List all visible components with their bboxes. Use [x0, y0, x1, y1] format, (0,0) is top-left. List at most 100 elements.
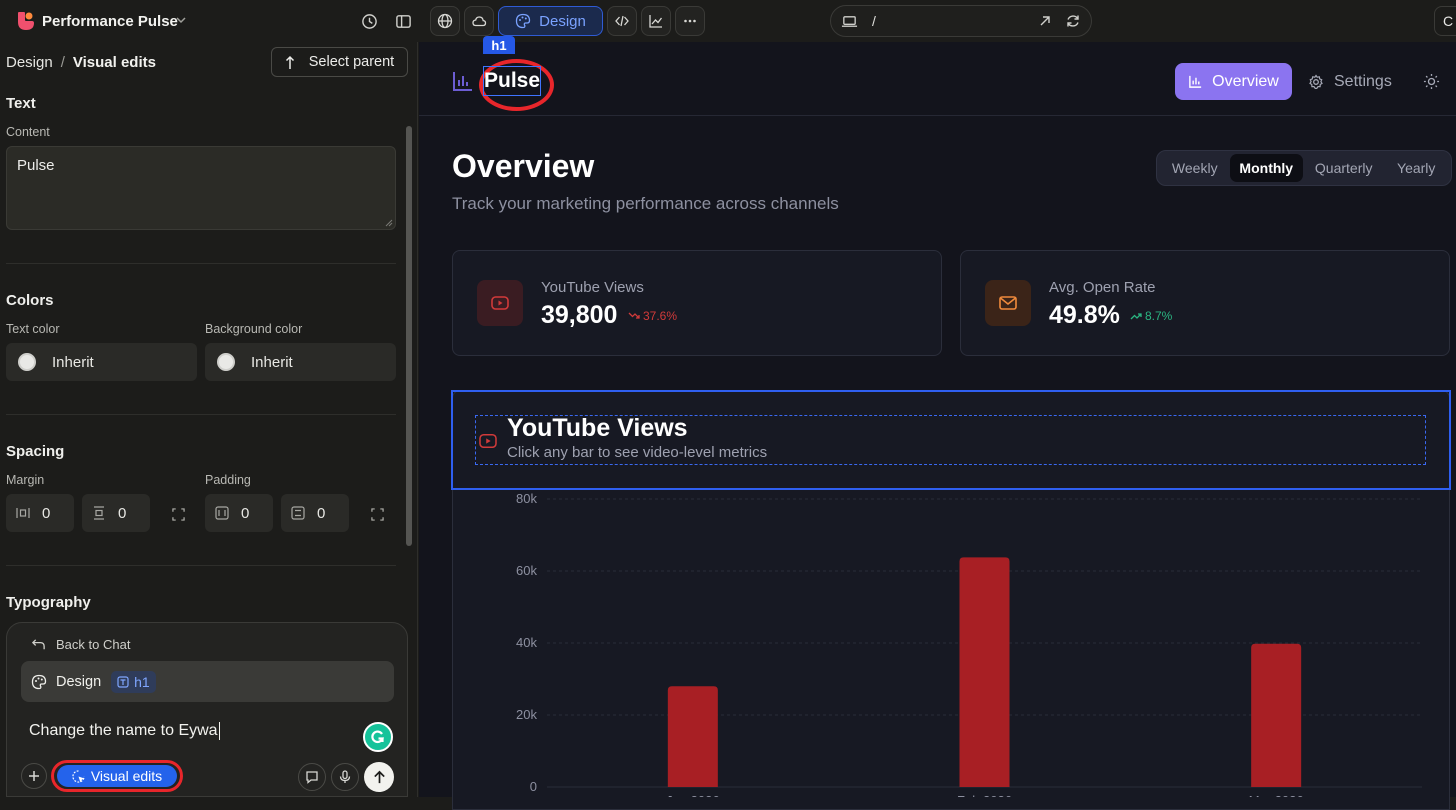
chart-title: YouTube Views: [507, 414, 688, 442]
palette-icon: [31, 674, 47, 689]
more-button[interactable]: [675, 6, 705, 36]
divider: [6, 414, 396, 415]
project-name[interactable]: Performance Pulse: [42, 12, 178, 30]
padding-vertical-input[interactable]: 0: [281, 494, 349, 532]
selected-element-tag: h1: [483, 36, 515, 54]
bar[interactable]: [667, 686, 718, 787]
breadcrumb-root[interactable]: Design: [6, 54, 53, 71]
text-color-label: Text color: [6, 322, 60, 336]
period-quarterly[interactable]: Quarterly: [1314, 160, 1373, 176]
bar[interactable]: [959, 557, 1010, 787]
margin-horizontal-value: 0: [42, 504, 51, 522]
chevron-down-icon[interactable]: [174, 13, 188, 27]
trending-up-icon: [1130, 313, 1142, 320]
sidebar-toggle-icon[interactable]: [392, 10, 414, 32]
text-color-value: Inherit: [52, 353, 94, 371]
code-button[interactable]: [607, 6, 637, 36]
palette-icon: [515, 13, 531, 29]
panel-scrollbar[interactable]: [406, 126, 412, 546]
y-tick-label: 20k: [516, 707, 537, 722]
laptop-icon[interactable]: [841, 13, 858, 30]
grammarly-icon[interactable]: [363, 722, 393, 752]
design-context-chip[interactable]: Design h1: [21, 661, 394, 702]
margin-vertical-input[interactable]: 0: [82, 494, 150, 532]
attach-button[interactable]: [21, 763, 47, 789]
background-color-label: Background color: [205, 322, 303, 336]
cloud-icon: [472, 16, 487, 27]
period-weekly[interactable]: Weekly: [1171, 160, 1218, 176]
top-bar: Performance Pulse Design /: [0, 0, 1456, 42]
url-path[interactable]: /: [872, 13, 876, 29]
padding-horizontal-icon: [215, 506, 229, 520]
padding-expand-icon[interactable]: [369, 506, 385, 522]
share-button-partial[interactable]: C: [1434, 6, 1456, 36]
message-square-icon: [306, 771, 318, 784]
text-element-icon: [117, 675, 129, 688]
stat-label: Avg. Open Rate: [1049, 279, 1156, 296]
stat-delta-value: 8.7%: [1145, 309, 1173, 323]
nav-overview-label: Overview: [1212, 72, 1279, 90]
undo-arrow-icon: [31, 639, 45, 650]
nav-overview[interactable]: Overview: [1175, 63, 1292, 100]
brand-title[interactable]: Pulse: [483, 66, 541, 96]
y-tick-label: 0: [530, 779, 537, 794]
cloud-button[interactable]: [464, 6, 494, 36]
gear-icon: [1309, 73, 1323, 89]
url-bar[interactable]: /: [830, 5, 1092, 37]
nav-settings-label: Settings: [1334, 72, 1392, 90]
globe-button[interactable]: [430, 6, 460, 36]
x-tick-label: Jan 2026: [666, 793, 720, 797]
highlight-ellipse: [479, 59, 554, 111]
select-parent-label: Select parent: [308, 54, 395, 70]
text-color-picker[interactable]: Inherit: [6, 343, 197, 381]
breadcrumb-separator: /: [60, 54, 65, 71]
padding-horizontal-input[interactable]: 0: [205, 494, 273, 532]
background-color-value: Inherit: [251, 353, 293, 371]
element-tag-label: h1: [134, 673, 150, 690]
padding-vertical-icon: [291, 506, 305, 520]
element-tag-badge: h1: [111, 670, 156, 693]
margin-label: Margin: [6, 473, 45, 487]
chart-subtitle: Click any bar to see video-level metrics: [507, 444, 768, 461]
spacing-section-title: Spacing: [6, 443, 65, 460]
analytics-button[interactable]: [641, 6, 671, 36]
chat-message-input[interactable]: Change the name to Eywa: [29, 721, 349, 741]
refresh-icon[interactable]: [1065, 13, 1081, 29]
resize-handle-icon: [385, 219, 393, 227]
page-title: Overview: [452, 148, 595, 184]
mail-icon: [985, 280, 1031, 326]
open-external-icon[interactable]: [1037, 13, 1053, 29]
period-yearly[interactable]: Yearly: [1397, 160, 1436, 176]
history-icon[interactable]: [358, 10, 380, 32]
microphone-icon: [339, 770, 351, 783]
nav-settings[interactable]: Settings: [1308, 63, 1403, 100]
select-parent-button[interactable]: Select parent: [271, 47, 408, 77]
visual-edits-button[interactable]: Visual edits: [57, 765, 177, 787]
back-to-chat-link[interactable]: Back to Chat: [31, 637, 130, 652]
margin-horizontal-input[interactable]: 0: [6, 494, 74, 532]
stat-value: 39,800: [541, 301, 618, 329]
text-section-title: Text: [6, 95, 36, 112]
period-monthly[interactable]: Monthly: [1229, 154, 1303, 182]
design-mode-button[interactable]: Design: [498, 6, 603, 36]
margin-horizontal-icon: [16, 506, 30, 520]
send-button[interactable]: [364, 762, 394, 792]
app-preview: h1 Pulse Overview Settings Overview Trac…: [419, 36, 1456, 810]
theme-toggle-sun-icon[interactable]: [1423, 73, 1440, 90]
background-color-picker[interactable]: Inherit: [205, 343, 396, 381]
chat-mode-button[interactable]: [298, 763, 326, 791]
bar[interactable]: [1251, 643, 1302, 787]
content-textarea[interactable]: Pulse: [6, 146, 396, 230]
margin-expand-icon[interactable]: [170, 506, 186, 522]
stat-delta-value: 37.6%: [643, 309, 678, 323]
divider: [6, 263, 396, 264]
stat-card-youtube[interactable]: YouTube Views 39,800 37.6%: [452, 250, 942, 356]
period-selector: Weekly Monthly Quarterly Yearly: [1156, 150, 1452, 186]
youtube-views-bar-chart: 0 20k 40k 60k 80k Jan 2026 Feb 2026 Mar 2026: [516, 491, 1422, 797]
page-subtitle: Track your marketing performance across …: [452, 194, 839, 213]
stat-value: 49.8%: [1049, 301, 1120, 329]
chat-message-text: Change the name to Eywa: [29, 722, 218, 739]
stat-card-open-rate[interactable]: Avg. Open Rate 49.8% 8.7%: [960, 250, 1450, 356]
voice-button[interactable]: [331, 763, 359, 791]
app-logo-icon: [14, 10, 36, 32]
